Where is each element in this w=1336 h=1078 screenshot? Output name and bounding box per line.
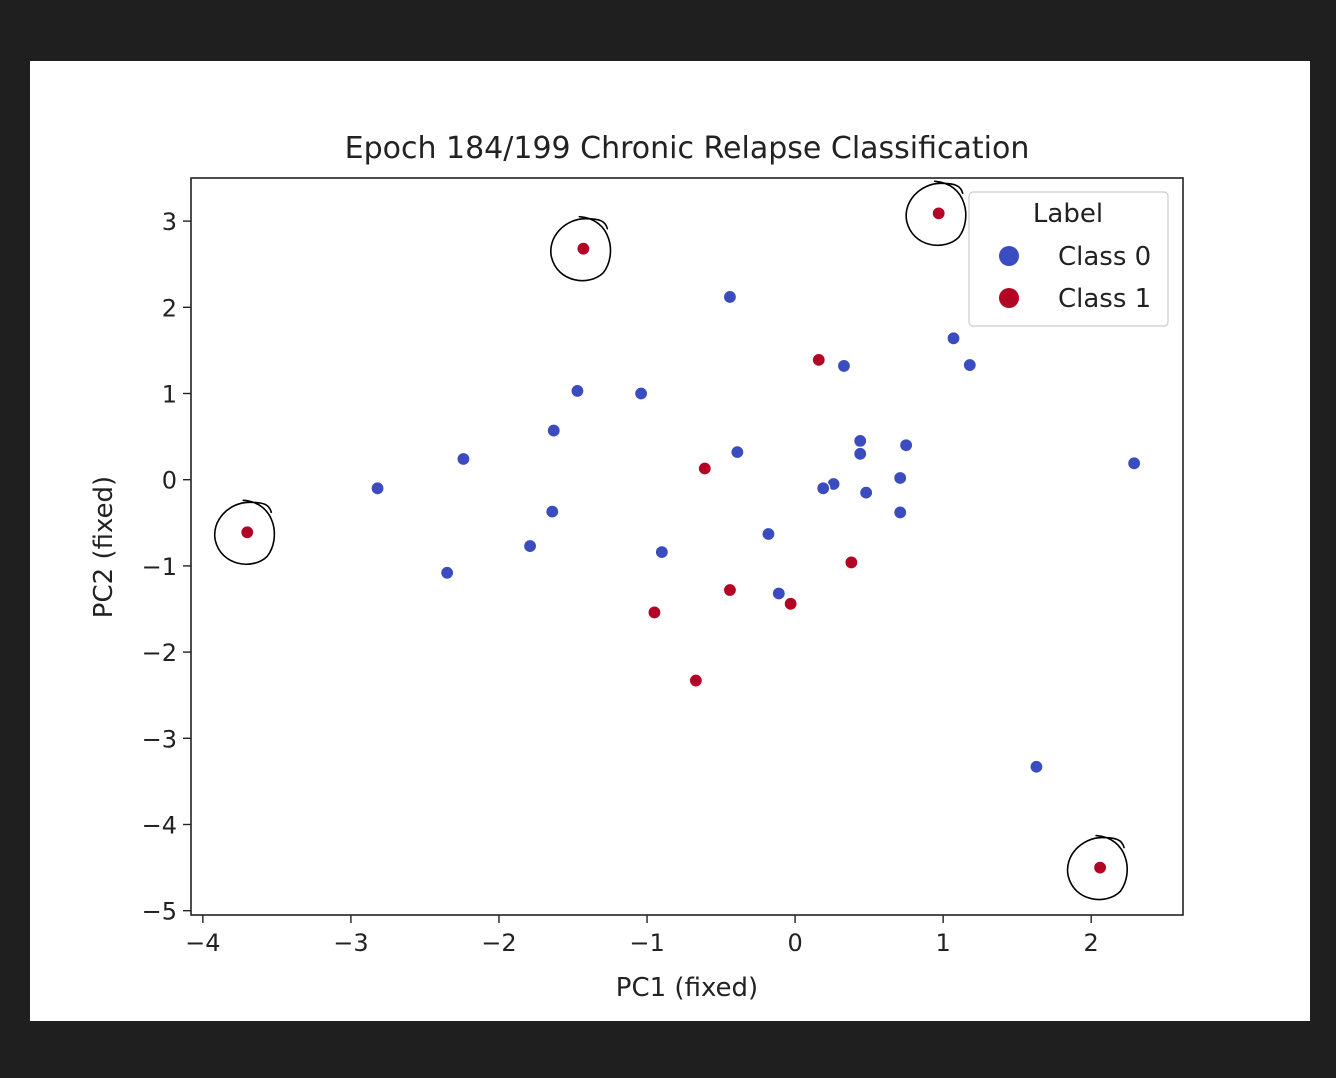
handdrawn-annotations [213,180,1128,901]
x-tick-label: −4 [185,929,220,957]
data-point-class-0 [545,504,560,519]
data-point-class-1 [697,461,712,476]
data-point-class-1 [931,206,946,221]
data-point-class-0 [730,445,745,460]
x-tick-label: −3 [333,929,368,957]
annotation-circle [550,215,612,282]
chart-title: Epoch 184/199 Chronic Relapse Classifica… [345,131,1030,166]
data-point-class-0 [722,289,738,305]
data-point-class-0 [859,485,874,500]
data-point-class-1 [1092,860,1108,875]
y-tick-label: 1 [162,380,177,408]
data-point-class-0 [456,451,471,467]
data-point-class-0 [853,446,868,461]
data-point-class-0 [962,357,977,373]
legend-entry-class-1: Class 1 [1058,284,1151,314]
annotation-circle [905,180,967,246]
y-tick-label: 2 [162,294,177,322]
y-tick-label: −4 [142,811,177,839]
data-point-class-1 [844,555,859,570]
y-tick-label: −1 [142,553,177,581]
y-tick-label: 3 [162,208,177,236]
y-axis-label: PC2 (fixed) [89,476,119,618]
data-point-class-0 [893,470,908,486]
annotation-circle [213,499,276,565]
x-axis: −4 −3 −2 −1 0 1 2 [185,915,1099,957]
y-tick-label: −3 [142,725,177,753]
data-point-class-0 [634,386,649,401]
legend-marker-class-0 [999,246,1019,266]
data-point-class-0 [761,526,776,542]
data-point-class-0 [946,331,961,346]
y-tick-label: 0 [162,467,177,495]
data-point-class-0 [893,505,908,520]
legend-title: Label [1033,199,1103,229]
legend-entry-class-0: Class 0 [1058,242,1151,272]
data-point-class-0 [546,423,561,438]
data-point-class-1 [688,673,703,688]
x-tick-label: 1 [936,929,951,957]
data-point-class-1 [783,596,798,611]
legend-marker-class-1 [999,288,1019,308]
data-point-class-0 [1029,759,1044,774]
data-point-class-0 [522,538,538,554]
legend: Label Class 0 Class 1 [968,191,1169,327]
data-point-class-1 [811,352,826,367]
data-point-class-0 [440,565,455,580]
data-point-class-0 [654,545,669,560]
data-point-class-0 [1127,456,1142,471]
data-point-class-0 [570,383,585,399]
annotation-circle [1066,834,1128,901]
data-point-class-0 [836,358,852,374]
data-point-class-0 [853,433,868,449]
data-point-class-0 [816,481,831,496]
data-point-class-0 [370,481,385,496]
figure-canvas: Epoch 184/199 Chronic Relapse Classifica… [30,61,1310,1021]
y-axis: −5 −4 −3 −2 −1 0 1 2 3 [142,208,191,926]
y-tick-label: −5 [142,898,177,926]
data-point-class-1 [240,525,255,540]
x-axis-label: PC1 (fixed) [616,973,758,1003]
x-tick-label: 2 [1084,929,1099,957]
x-tick-label: 0 [787,929,802,957]
data-point-class-0 [771,586,786,601]
y-tick-label: −2 [142,639,177,667]
data-point-class-1 [576,241,591,256]
x-tick-label: −2 [481,929,516,957]
data-point-class-0 [899,438,914,453]
legend-box [968,191,1169,327]
data-point-class-1 [647,605,662,620]
scatter-plot: Epoch 184/199 Chronic Relapse Classifica… [89,131,1184,1003]
x-tick-label: −1 [629,929,664,957]
data-point-class-1 [722,582,738,598]
data-points [240,206,1142,875]
